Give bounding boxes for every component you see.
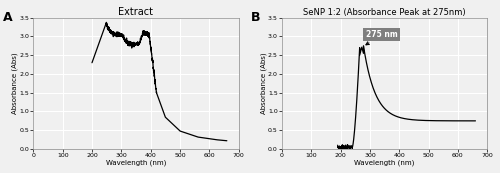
X-axis label: Wavelength (nm): Wavelength (nm) [354,160,415,166]
Text: 275 nm: 275 nm [366,30,398,45]
Y-axis label: Absorbance (Abs): Absorbance (Abs) [12,53,18,114]
Text: A: A [2,11,12,24]
Y-axis label: Absorbance (Abs): Absorbance (Abs) [260,53,266,114]
Text: B: B [251,11,260,24]
X-axis label: Wavelength (nm): Wavelength (nm) [106,160,166,166]
Title: Extract: Extract [118,7,154,17]
Title: SeNP 1:2 (Absorbance Peak at 275nm): SeNP 1:2 (Absorbance Peak at 275nm) [304,8,466,17]
